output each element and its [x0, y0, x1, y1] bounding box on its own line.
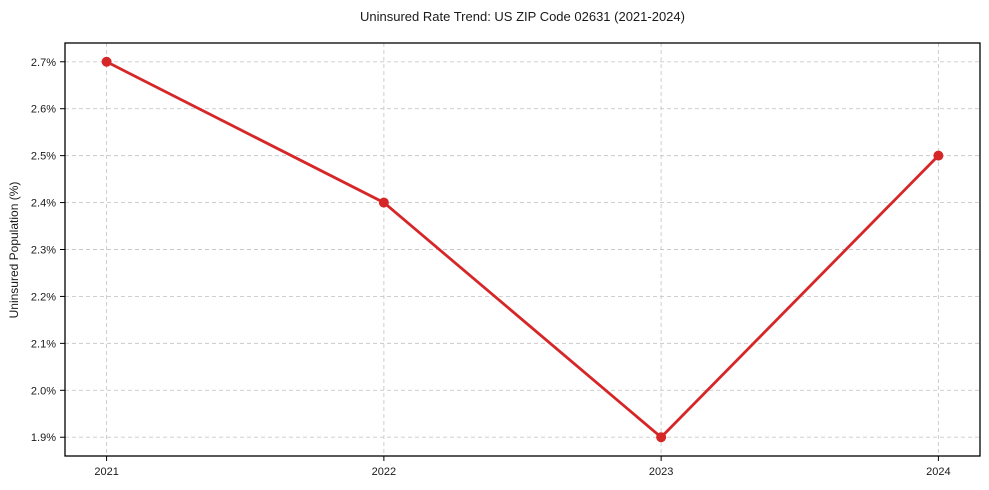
trend-line — [105, 60, 940, 439]
chart-title: Uninsured Rate Trend: US ZIP Code 02631 … — [360, 9, 685, 24]
data-point-2024 — [933, 150, 944, 161]
y-tick-label: 2.0% — [31, 385, 56, 397]
y-tick-label: 2.4% — [31, 198, 56, 210]
y-tick-label: 2.5% — [31, 151, 56, 163]
y-tick-label: 2.2% — [31, 291, 56, 303]
data-point-2021 — [101, 56, 112, 67]
y-tick-label: 2.3% — [31, 245, 56, 257]
plot-border — [64, 42, 981, 457]
y-tick-label: 2.1% — [31, 338, 56, 350]
x-tick-label: 2021 — [94, 466, 118, 478]
data-point-2022 — [378, 197, 389, 208]
data-point-2023 — [656, 432, 667, 443]
x-tick-label: 2024 — [926, 466, 950, 478]
x-tick-label: 2023 — [649, 466, 673, 478]
x-tick-label: 2022 — [372, 466, 396, 478]
y-tick-label: 2.6% — [31, 104, 56, 116]
y-tick-label: 2.7% — [31, 57, 56, 69]
y-tick-label: 1.9% — [31, 432, 56, 444]
